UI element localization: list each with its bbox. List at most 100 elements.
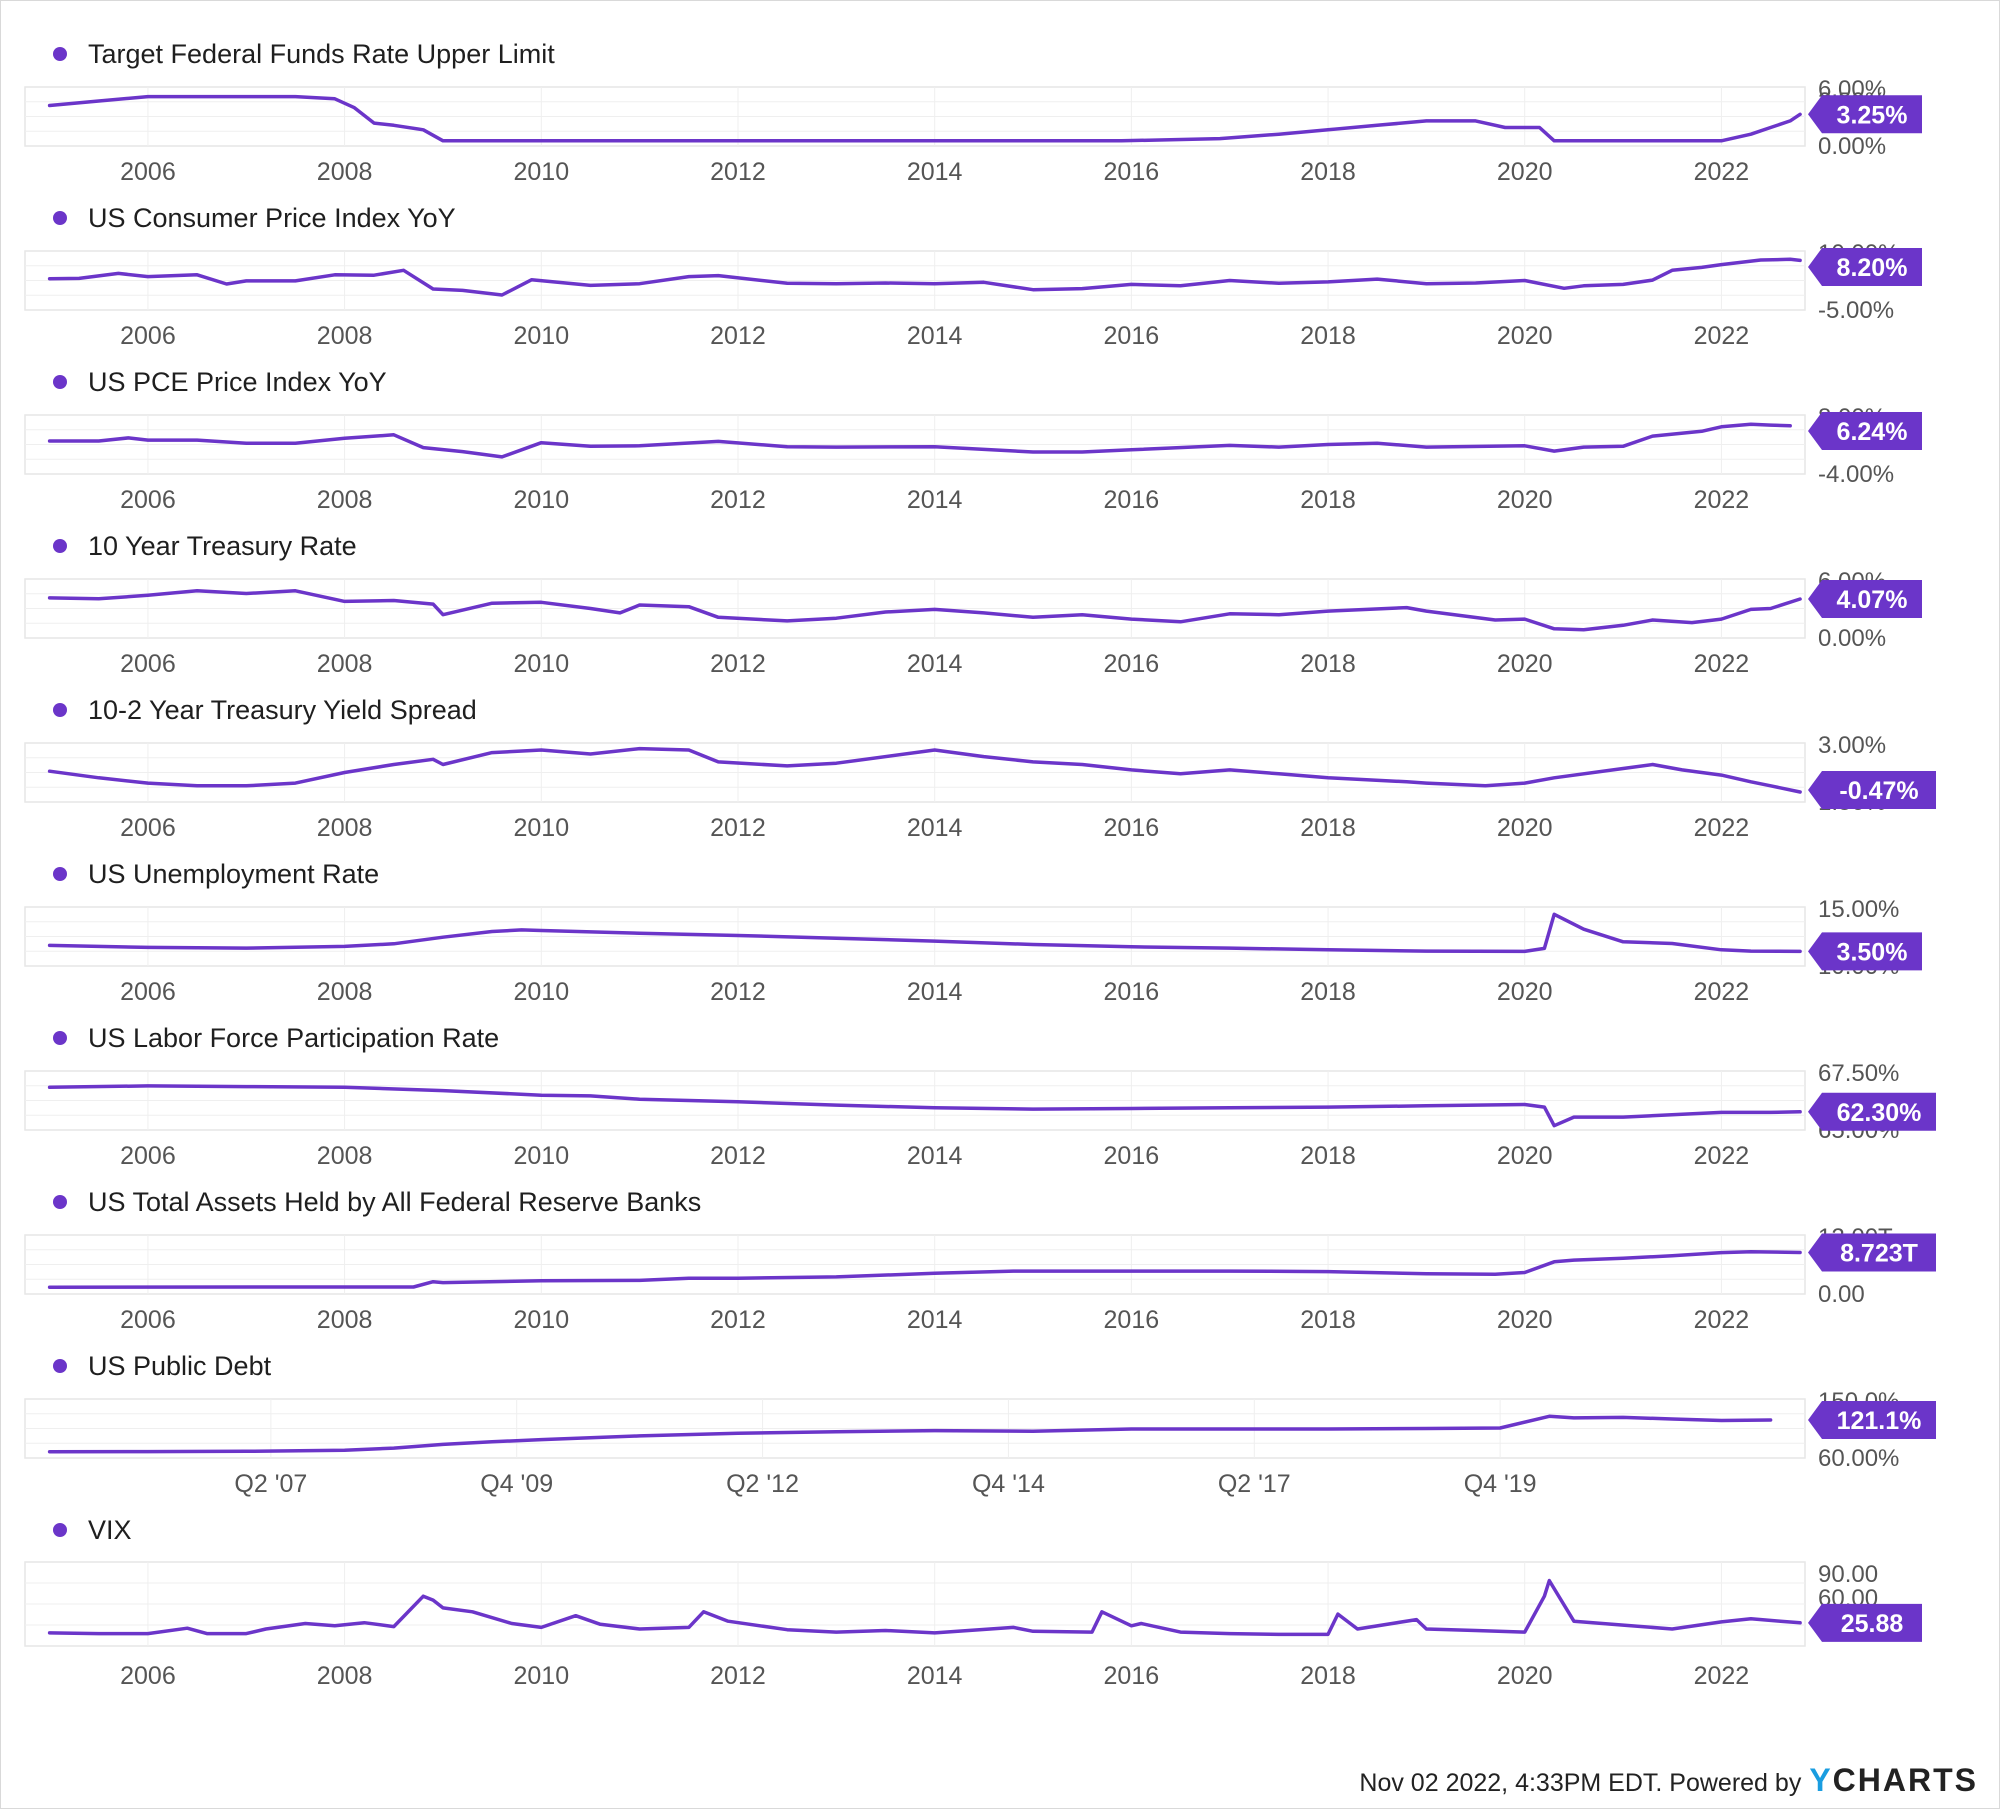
y-tick-label: -5.00% <box>1818 297 1894 324</box>
series-line <box>47 1249 1802 1289</box>
value-label: 4.07% <box>1837 586 1908 614</box>
x-tick-label: 2016 <box>1104 814 1160 842</box>
chart-title: 10 Year Treasury Rate <box>88 531 357 561</box>
x-tick-label: 2022 <box>1694 978 1750 1006</box>
x-tick-label: 2022 <box>1694 650 1750 678</box>
x-tick-label: 2014 <box>907 650 963 678</box>
x-tick-label: Q4 '19 <box>1464 1470 1537 1498</box>
x-tick-label: 2016 <box>1104 158 1160 186</box>
x-tick-label: 2010 <box>513 814 569 842</box>
value-flag <box>1808 1233 1936 1272</box>
y-tick-label: 15.00% <box>1818 896 1899 923</box>
x-tick-label: 2006 <box>120 1306 176 1334</box>
value-label: 121.1% <box>1837 1407 1922 1435</box>
value-label: -0.47% <box>1839 777 1918 805</box>
x-tick-label: 2006 <box>120 1662 176 1690</box>
value-flag <box>1808 1400 1936 1439</box>
x-tick-label: 2014 <box>907 486 963 514</box>
y-tick-label: 67.50% <box>1818 1060 1899 1087</box>
x-tick-label: 2010 <box>513 1142 569 1170</box>
x-tick-label: 2018 <box>1300 650 1356 678</box>
x-tick-label: 2006 <box>120 978 176 1006</box>
x-tick-label: 2018 <box>1300 1142 1356 1170</box>
x-tick-label: 2016 <box>1104 1662 1160 1690</box>
x-tick-label: 2008 <box>317 486 373 514</box>
chart-title: 10-2 Year Treasury Yield Spread <box>88 695 477 725</box>
series-line <box>47 257 1802 297</box>
x-tick-label: 2006 <box>120 1142 176 1170</box>
x-tick-label: Q2 '07 <box>234 1470 307 1498</box>
x-tick-label: 2006 <box>120 486 176 514</box>
x-tick-label: 2012 <box>710 486 766 514</box>
x-tick-label: 2016 <box>1104 978 1160 1006</box>
x-tick-label: 2022 <box>1694 814 1750 842</box>
x-tick-label: 2012 <box>710 978 766 1006</box>
value-flag <box>1808 412 1922 450</box>
legend-marker <box>53 1359 67 1373</box>
x-tick-label: 2010 <box>513 158 569 186</box>
x-tick-label: 2020 <box>1497 650 1553 678</box>
x-tick-label: 2020 <box>1497 978 1553 1006</box>
x-tick-label: 2012 <box>710 322 766 350</box>
value-flag <box>1808 932 1922 971</box>
series-line <box>47 912 1802 954</box>
x-tick-label: 2016 <box>1104 1142 1160 1170</box>
x-tick-label: 2018 <box>1300 1662 1356 1690</box>
legend-marker <box>53 1031 67 1045</box>
chart-panel-7: US Labor Force Participation Rate 67.50% 6… <box>24 1023 1936 1170</box>
x-tick-label: Q4 '09 <box>480 1470 553 1498</box>
x-tick-label: 2020 <box>1497 1142 1553 1170</box>
legend-marker <box>53 539 67 553</box>
x-tick-label: 2018 <box>1300 322 1356 350</box>
legend-marker <box>53 1523 67 1537</box>
x-tick-label: 2014 <box>907 814 963 842</box>
x-tick-label: 2008 <box>317 158 373 186</box>
chart-title: US Consumer Price Index YoY <box>88 203 456 233</box>
x-tick-label: 2006 <box>120 322 176 350</box>
x-tick-label: 2012 <box>710 1662 766 1690</box>
x-tick-label: 2014 <box>907 1662 963 1690</box>
x-tick-label: 2014 <box>907 978 963 1006</box>
x-tick-label: 2016 <box>1104 1306 1160 1334</box>
x-tick-label: 2010 <box>513 650 569 678</box>
value-label: 3.50% <box>1837 938 1908 966</box>
value-label: 3.25% <box>1837 101 1908 129</box>
chart-panel-4: 10 Year Treasury Rate6.00%0.00%200620082… <box>24 531 1922 678</box>
chart-title: VIX <box>88 1515 132 1545</box>
ycharts-logo[interactable]: YCHARTS <box>1809 1762 1978 1799</box>
x-tick-label: Q2 '12 <box>726 1470 799 1498</box>
y-tick-label: 0.00% <box>1818 625 1886 652</box>
chart-title: US Total Assets Held by All Federal Rese… <box>88 1187 701 1217</box>
value-flag <box>1808 1092 1936 1131</box>
series-line <box>47 746 1802 794</box>
x-tick-label: 2010 <box>513 978 569 1006</box>
legend-marker <box>53 1195 67 1209</box>
x-tick-label: 2020 <box>1497 1306 1553 1334</box>
series-line <box>47 1084 1802 1128</box>
x-tick-label: 2008 <box>317 1662 373 1690</box>
x-tick-label: 2016 <box>1104 650 1160 678</box>
legend-marker <box>53 211 67 225</box>
x-tick-label: 2008 <box>317 978 373 1006</box>
x-tick-label: 2012 <box>710 650 766 678</box>
value-flag <box>1808 95 1922 134</box>
x-tick-label: 2018 <box>1300 158 1356 186</box>
value-label: 62.30% <box>1837 1099 1922 1127</box>
x-tick-label: 2022 <box>1694 1142 1750 1170</box>
chart-panel-3: US PCE Price Index YoY8.00%-4.00%2006200… <box>24 367 1922 514</box>
value-label: 6.24% <box>1837 418 1908 446</box>
series-line <box>47 1414 1773 1454</box>
chart-title: US Public Debt <box>88 1351 272 1381</box>
legend-marker <box>53 703 67 717</box>
y-tick-label: 60.00% <box>1818 1445 1899 1472</box>
x-tick-label: 2008 <box>317 650 373 678</box>
legend-marker <box>53 47 67 61</box>
chart-panel-5: 10-2 Year Treasury Yield Spread3.00%1.50… <box>24 695 1936 842</box>
x-tick-label: 2012 <box>710 158 766 186</box>
x-tick-label: 2006 <box>120 814 176 842</box>
x-tick-label: 2014 <box>907 158 963 186</box>
x-tick-label: 2010 <box>513 1306 569 1334</box>
footer-timestamp: Nov 02 2022, 4:33PM EDT. Powered by <box>1359 1769 1802 1797</box>
x-tick-label: 2018 <box>1300 1306 1356 1334</box>
